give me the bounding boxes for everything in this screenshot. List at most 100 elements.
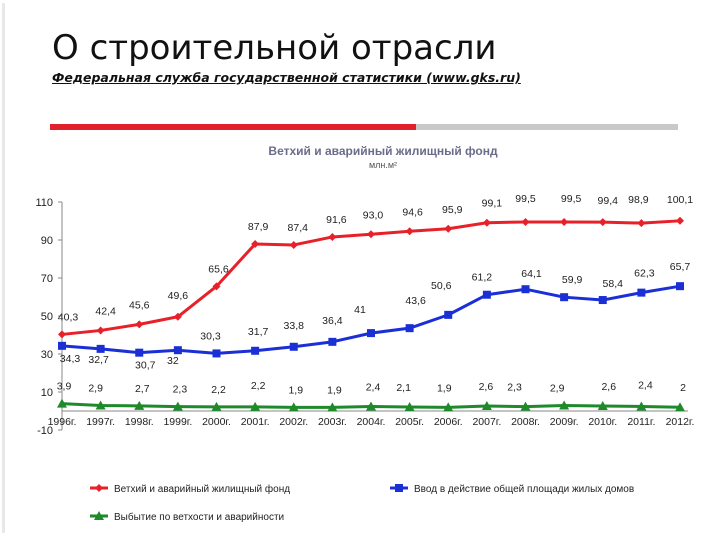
x-tick-label: 2009г.: [550, 416, 579, 428]
series-marker: [637, 219, 646, 228]
x-tick-label: 2008г.: [511, 416, 540, 428]
series-marker: [58, 341, 66, 350]
chart-data-labels: 40,3 42,4 45,6 49,6 65,6 87,9 87,4 91,6 93,0 94,6…: [57, 193, 694, 396]
data-label: 61,2: [472, 272, 493, 284]
series-marker: [405, 227, 414, 236]
x-tick-label: 2001г.: [241, 416, 270, 428]
series-marker: [367, 230, 375, 239]
series-marker: [211, 401, 222, 411]
data-label: 2,6: [479, 381, 494, 393]
x-tick-label: 2000г.: [202, 416, 231, 428]
x-tick-label: 2002г.: [279, 416, 308, 428]
data-label: 2: [680, 382, 686, 394]
x-tick-label: 1998г.: [125, 416, 154, 428]
data-label: 43,6: [405, 295, 426, 307]
data-label: 32,7: [88, 354, 109, 366]
data-label: 99,1: [482, 198, 503, 210]
data-label: 3,9: [57, 381, 72, 393]
data-label: 98,9: [628, 194, 649, 206]
series-marker: [95, 400, 106, 410]
x-tick-label: 2007г.: [472, 416, 501, 428]
data-label: 2,2: [211, 384, 226, 396]
y-tick-label: 50: [41, 311, 53, 323]
data-label: 65,6: [208, 263, 229, 275]
series-marker: [96, 326, 105, 335]
series-marker: [250, 401, 261, 411]
series-marker: [404, 402, 415, 412]
series-marker: [288, 402, 299, 412]
x-tick-label: 2010г.: [588, 416, 617, 428]
series-marker: [251, 346, 260, 355]
series-marker: [328, 337, 337, 346]
series-marker: [636, 401, 647, 411]
legend-marker: [95, 484, 103, 492]
series-marker: [173, 312, 182, 321]
data-label: 100,1: [667, 194, 693, 206]
data-label: 45,6: [129, 299, 150, 311]
x-tick-label: 1996г.: [48, 416, 77, 428]
data-label: 91,6: [326, 214, 347, 226]
series-marker: [405, 324, 414, 333]
data-label: 2,1: [396, 382, 411, 394]
chart-axes: -10 10 30 50 70 90 110 1996г. 1997г. 1998г. 1999г.…: [35, 197, 694, 437]
data-label: 93,0: [363, 209, 384, 221]
data-label: 34,3: [60, 353, 81, 365]
series-marker: [481, 401, 492, 411]
series-marker: [675, 402, 685, 412]
x-tick-label: 2011г.: [627, 416, 655, 428]
data-label: 31,7: [248, 326, 269, 338]
series-marker: [597, 401, 608, 411]
data-label: 1,9: [437, 382, 452, 394]
data-label: 32: [167, 355, 179, 367]
series-marker: [251, 239, 260, 248]
series-marker: [521, 217, 530, 226]
data-label: 2,4: [638, 379, 653, 391]
data-label: 99,5: [561, 193, 582, 205]
y-tick-label: -10: [37, 425, 53, 437]
y-tick-label: 10: [41, 387, 53, 399]
x-tick-label: 2004г.: [357, 416, 386, 428]
series-marker: [676, 216, 684, 225]
series-marker: [212, 349, 221, 358]
data-label: 1,9: [288, 384, 303, 396]
data-label: 2,2: [251, 380, 266, 392]
data-label: 95,9: [442, 204, 463, 216]
series-marker: [676, 282, 684, 291]
series-marker: [289, 342, 298, 351]
data-label: 2,4: [366, 381, 381, 393]
chart-svg: Ветхий и аварийный жилищный фонд млн.м² …: [35, 144, 694, 523]
y-tick-label: 110: [35, 197, 53, 209]
series-marker: [135, 320, 144, 329]
series-marker: [367, 329, 375, 338]
data-label: 40,3: [58, 311, 79, 323]
data-label: 2,9: [550, 382, 565, 394]
series-marker: [560, 217, 569, 226]
x-tick-label: 1999г.: [163, 416, 192, 428]
series-marker: [58, 330, 66, 339]
data-label: 2,9: [88, 382, 103, 394]
data-label: 2,3: [507, 382, 522, 394]
series-marker: [328, 232, 337, 241]
series-marker: [135, 348, 144, 357]
series-marker: [212, 282, 221, 291]
data-label: 99,5: [515, 193, 536, 205]
series-marker: [327, 402, 338, 412]
data-label: 94,6: [402, 206, 423, 218]
x-tick-label: 1997г.: [86, 416, 115, 428]
chart-container: Ветхий и аварийный жилищный фонд млн.м² …: [0, 130, 720, 540]
data-label: 2,6: [601, 381, 616, 393]
accent-bar-gray: [416, 124, 678, 130]
data-label: 2,7: [135, 383, 150, 395]
slide-subtitle: Федеральная служба государственной стати…: [52, 70, 521, 85]
data-label: 59,9: [562, 274, 583, 286]
series-marker: [289, 240, 298, 249]
data-label: 87,9: [248, 221, 269, 233]
data-label: 41: [354, 304, 366, 316]
data-label: 62,3: [634, 268, 655, 280]
data-label: 1,9: [327, 384, 342, 396]
slide-left-border: [2, 3, 5, 533]
chart-unit: млн.м²: [369, 160, 397, 170]
series-marker: [173, 346, 182, 355]
series-marker: [637, 288, 646, 297]
series-marker: [172, 401, 183, 411]
